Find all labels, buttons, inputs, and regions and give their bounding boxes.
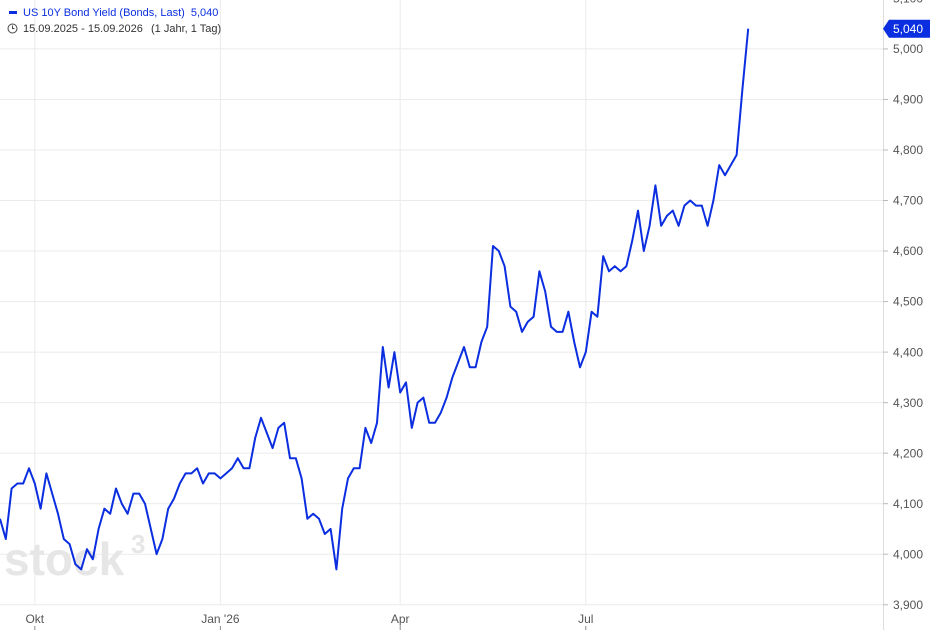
watermark: stock xyxy=(4,533,125,585)
y-tick-label: 4,200 xyxy=(893,446,923,460)
y-tick-label: 4,400 xyxy=(893,345,923,359)
y-tick-label: 4,500 xyxy=(893,295,923,309)
date-range: 15.09.2025 - 15.09.2026 xyxy=(23,23,143,35)
x-tick-label: Okt xyxy=(25,612,44,626)
legend-label: US 10Y Bond Yield (Bonds, Last) xyxy=(23,7,185,19)
clock-hand xyxy=(12,25,15,29)
y-tick-label: 4,700 xyxy=(893,194,923,208)
x-tick-label: Jan '26 xyxy=(201,612,240,626)
y-tick-label: 4,900 xyxy=(893,93,923,107)
y-tick-label: 4,600 xyxy=(893,244,923,258)
y-tick-label: 4,000 xyxy=(893,547,923,561)
legend-swatch xyxy=(9,11,17,14)
x-tick-label: Apr xyxy=(391,612,410,626)
y-tick-label: 4,100 xyxy=(893,497,923,511)
background xyxy=(0,0,883,606)
clock-icon xyxy=(7,23,18,34)
period: (1 Jahr, 1 Tag) xyxy=(151,23,221,35)
y-tick-label: 4,800 xyxy=(893,143,923,157)
last-value-label: 5,040 xyxy=(893,22,923,36)
watermark-sup: 3 xyxy=(131,529,145,559)
y-tick-label: 5,100 xyxy=(893,0,923,6)
y-tick-label: 3,900 xyxy=(893,598,923,612)
x-tick-label: Jul xyxy=(578,612,593,626)
y-tick-label: 5,000 xyxy=(893,42,923,56)
y-tick-label: 4,300 xyxy=(893,396,923,410)
legend-value: 5,040 xyxy=(191,7,219,19)
last-value-badge xyxy=(883,19,930,38)
price-line xyxy=(0,28,750,571)
